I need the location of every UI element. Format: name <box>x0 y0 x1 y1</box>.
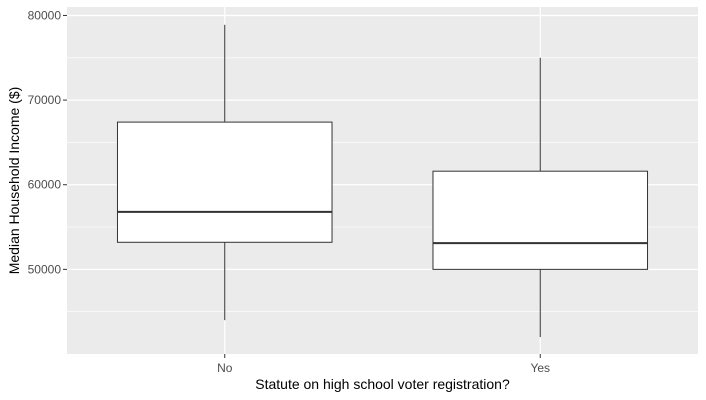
x-axis: No Yes <box>217 354 550 375</box>
y-axis: 50000 60000 70000 80000 <box>28 8 67 276</box>
y-axis-title: Median Household Income ($) <box>6 87 22 275</box>
box-iqr <box>432 170 649 270</box>
x-tick-label: No <box>217 361 233 375</box>
boxes <box>116 24 649 338</box>
box-iqr <box>116 121 333 243</box>
y-tick-label: 50000 <box>28 262 62 276</box>
y-tick-label: 70000 <box>28 93 62 107</box>
y-tick-label: 60000 <box>28 178 62 192</box>
box-yes <box>432 57 649 338</box>
x-tick-label: Yes <box>530 361 550 375</box>
box-no <box>116 24 333 321</box>
x-axis-title: Statute on high school voter registratio… <box>255 376 510 392</box>
y-tick-label: 80000 <box>28 8 62 22</box>
